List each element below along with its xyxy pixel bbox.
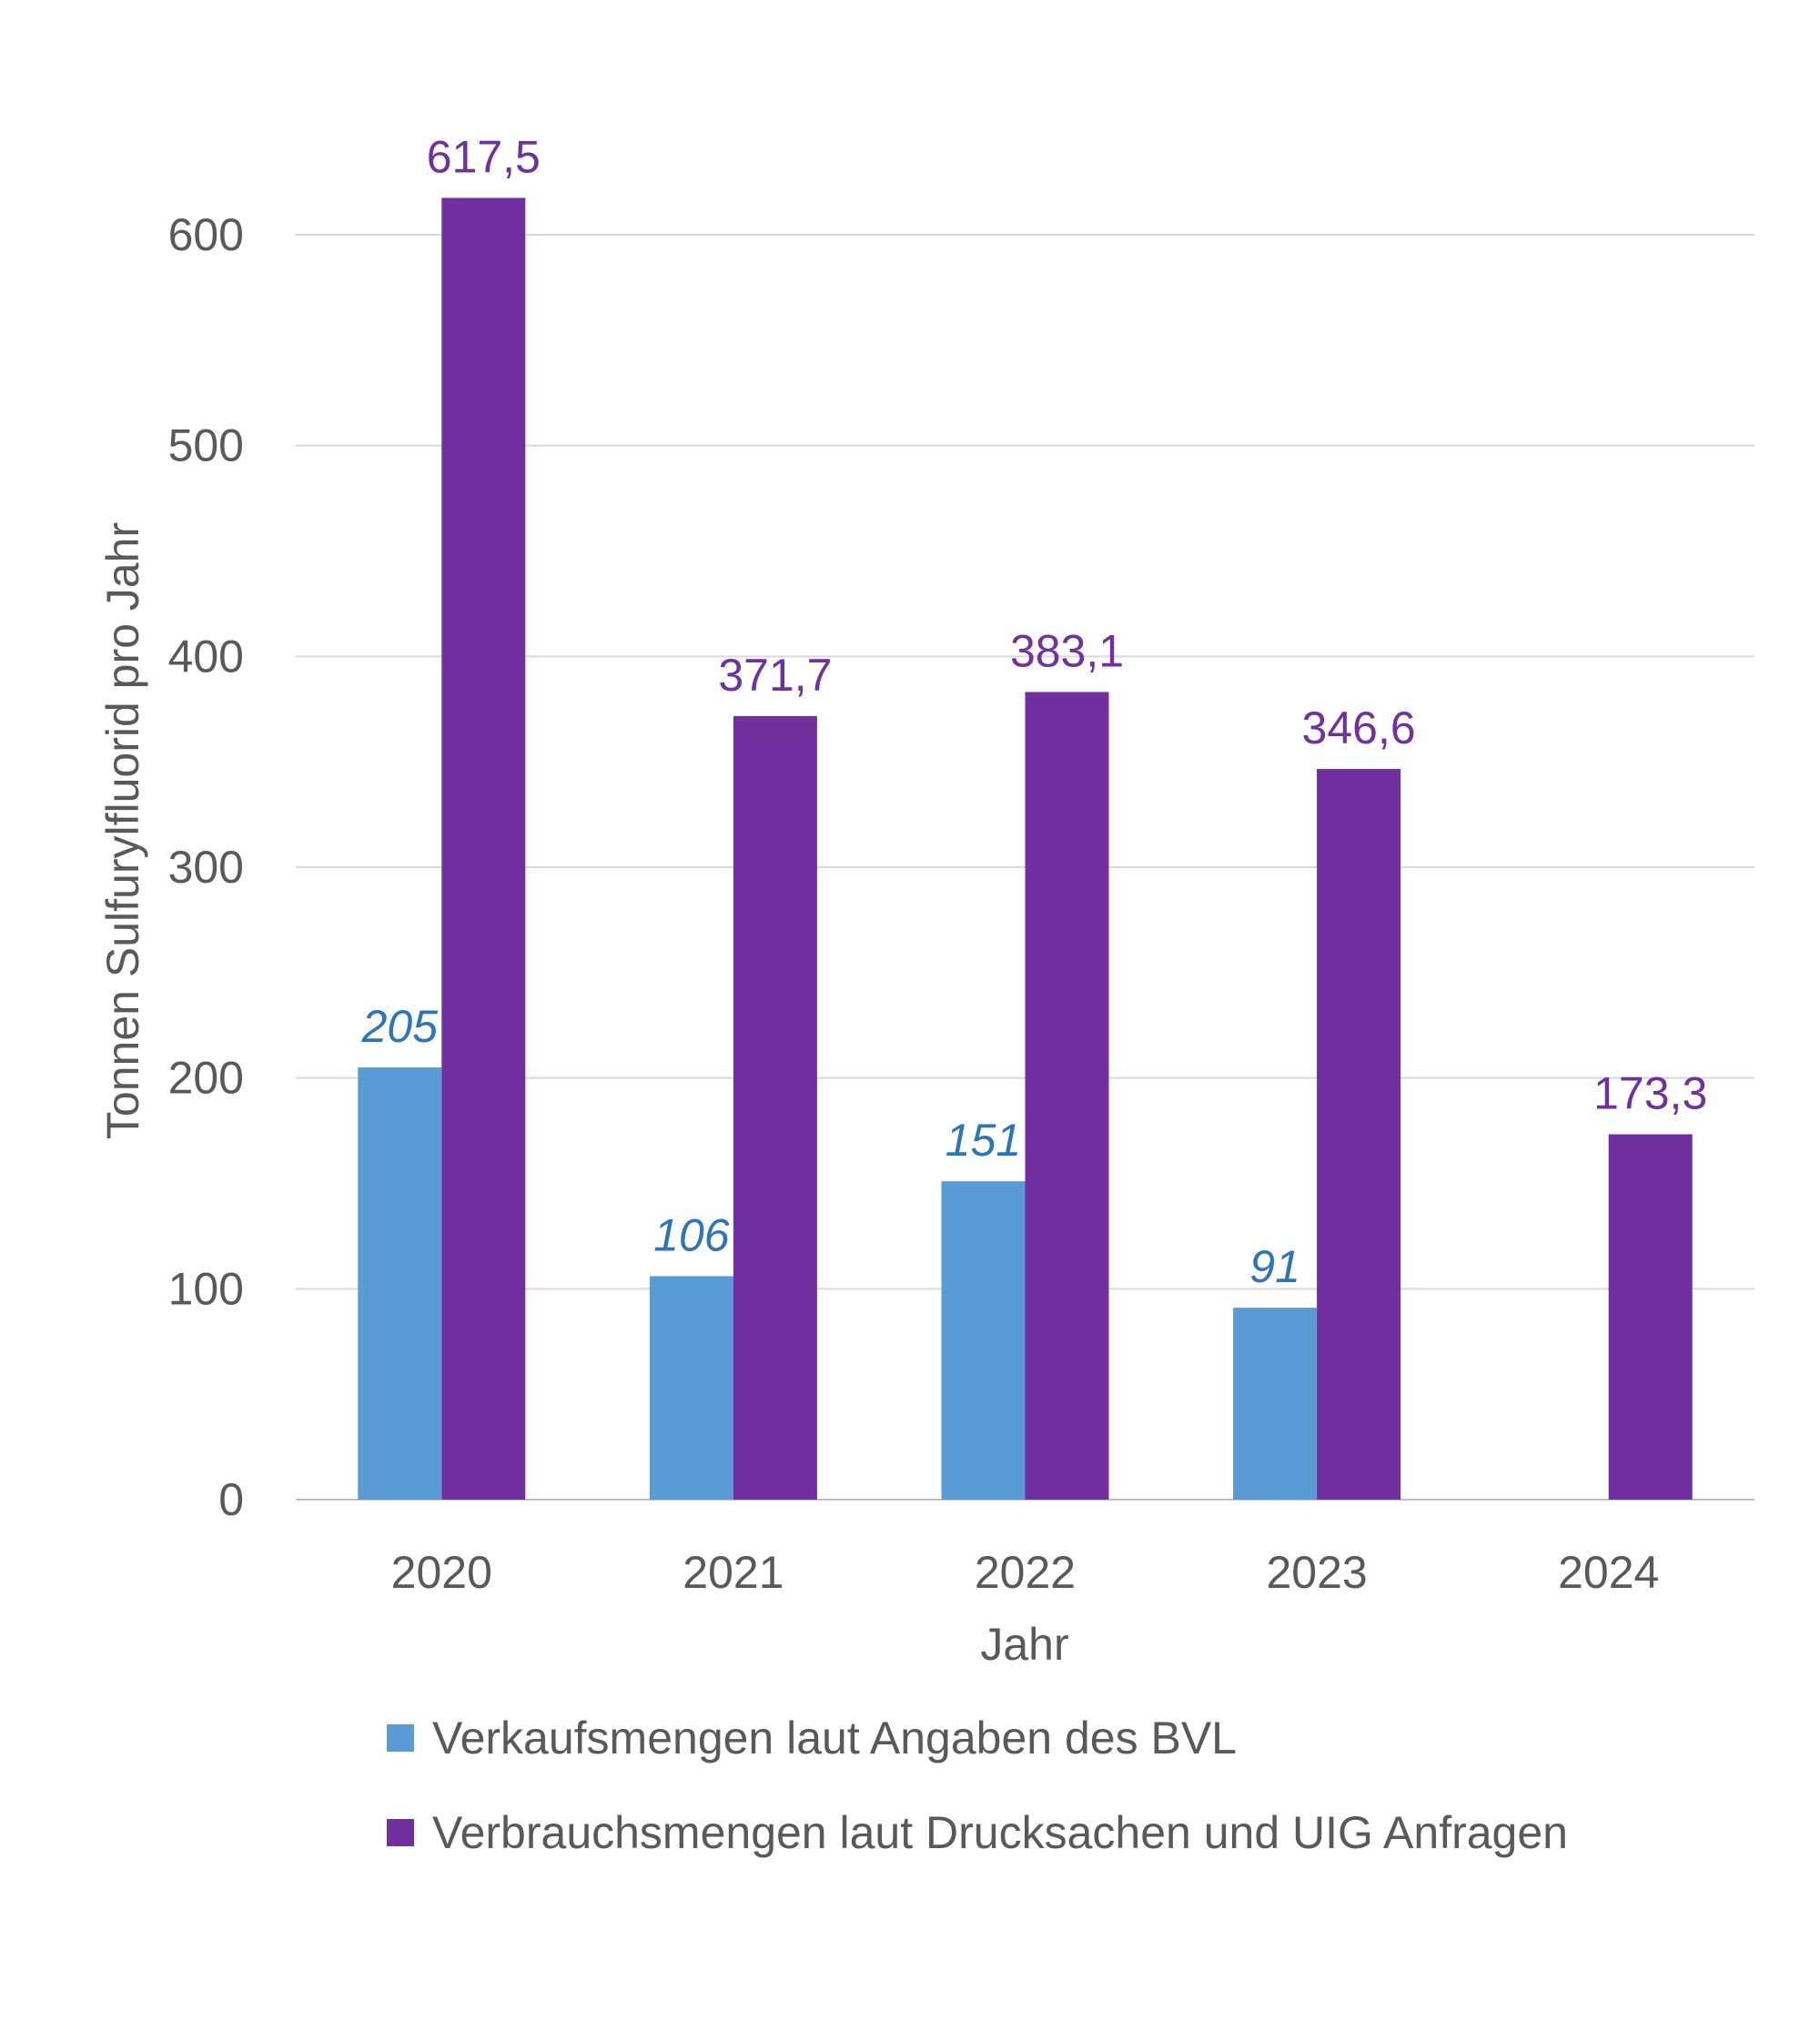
data-label-series-1-2020: 205: [361, 1001, 439, 1052]
data-label-series-1-2022: 151: [945, 1115, 1021, 1166]
bar-series-1-2022: [941, 1181, 1026, 1500]
legend: Verkaufsmengen laut Angaben des BVL Verb…: [387, 1711, 1568, 1900]
x-tick-label-2024: 2024: [1558, 1547, 1659, 1598]
bar-series-2-2021: [733, 715, 817, 1500]
legend-swatch-series-1: [387, 1724, 414, 1752]
bars: [358, 197, 1693, 1500]
x-axis-ticks: 2020 2021 2022 2023 2024: [391, 1547, 1660, 1598]
bar-chart: 0 100 200 300 400 500 600 205 617,5 106 371,7 151 3…: [97, 131, 1754, 1670]
x-axis-label: Jahr: [980, 1619, 1068, 1670]
y-tick-label-0: 0: [218, 1474, 244, 1525]
y-tick-label-600: 600: [168, 209, 244, 260]
legend-label-series-2: Verbrauchsmengen laut Drucksachen und UI…: [432, 1807, 1568, 1858]
y-axis-ticks: 0 100 200 300 400 500 600: [168, 209, 244, 1525]
y-tick-label-300: 300: [168, 842, 244, 893]
x-tick-label-2023: 2023: [1266, 1547, 1367, 1598]
x-tick-label-2021: 2021: [682, 1547, 784, 1598]
legend-item-series-2: Verbrauchsmengen laut Drucksachen und UI…: [387, 1805, 1568, 1860]
data-label-series-2-2024: 173,3: [1593, 1068, 1707, 1119]
data-label-series-2-2020: 617,5: [427, 131, 541, 182]
data-labels: 205 617,5 106 371,7 151 383,1 91 346,6 173,3: [361, 131, 1708, 1292]
y-tick-label-400: 400: [168, 631, 244, 682]
data-label-series-2-2022: 383,1: [1010, 625, 1124, 676]
y-tick-label-500: 500: [168, 420, 244, 471]
y-axis-label: Tonnen Sulfurylfluorid pro Jahr: [97, 522, 148, 1139]
bar-series-1-2020: [358, 1067, 442, 1500]
data-label-series-1-2021: 106: [653, 1209, 730, 1260]
bar-series-2-2022: [1025, 692, 1109, 1500]
bar-series-2-2020: [441, 197, 526, 1500]
x-tick-label-2022: 2022: [975, 1547, 1076, 1598]
bar-series-1-2021: [649, 1276, 733, 1500]
legend-item-series-1: Verkaufsmengen laut Angaben des BVL: [387, 1711, 1568, 1765]
y-tick-label-200: 200: [168, 1053, 244, 1104]
legend-label-series-1: Verkaufsmengen laut Angaben des BVL: [432, 1713, 1237, 1763]
bar-series-2-2024: [1608, 1134, 1693, 1500]
bar-series-1-2023: [1233, 1308, 1318, 1500]
y-tick-label-100: 100: [168, 1263, 244, 1314]
bar-series-2-2023: [1317, 769, 1401, 1500]
x-tick-label-2020: 2020: [391, 1547, 492, 1598]
data-label-series-2-2023: 346,6: [1302, 702, 1416, 753]
data-label-series-2-2021: 371,7: [718, 650, 832, 701]
legend-swatch-series-2: [387, 1819, 414, 1846]
data-label-series-1-2023: 91: [1249, 1241, 1300, 1292]
